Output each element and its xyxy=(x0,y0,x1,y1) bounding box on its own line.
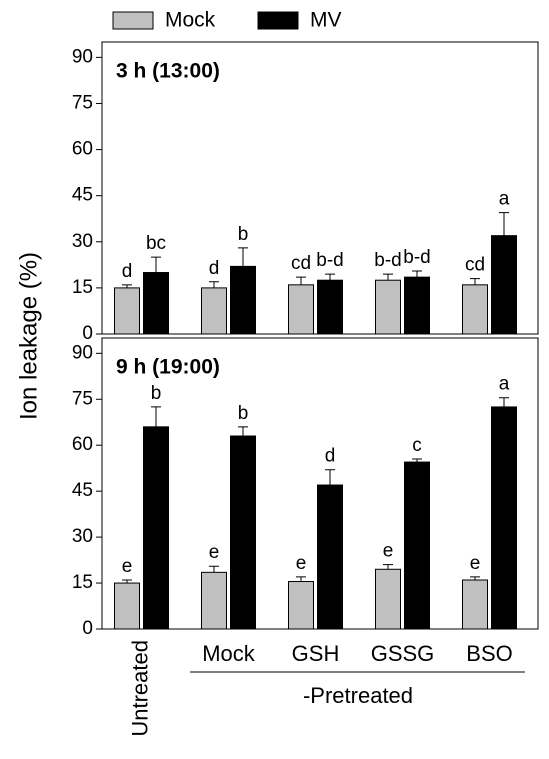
error-bar xyxy=(209,565,219,573)
x-tick-label: Untreated xyxy=(127,640,152,737)
bar xyxy=(317,484,343,630)
error-bar xyxy=(412,458,422,463)
y-tick-label: 15 xyxy=(72,277,93,298)
error-bar xyxy=(122,579,132,584)
bar xyxy=(143,272,169,335)
panel-title: 3 h (13:00) xyxy=(116,60,220,83)
significance-letter: b-d xyxy=(316,250,343,271)
y-tick-label: 60 xyxy=(72,139,93,160)
y-tick-label: 75 xyxy=(72,92,93,113)
x-tick-label: Mock xyxy=(202,641,256,666)
y-axis-label: Ion leakage (%) xyxy=(15,252,42,420)
y-tick-label: 15 xyxy=(72,572,93,593)
bar xyxy=(143,426,169,630)
error-bar xyxy=(383,273,393,281)
error-bar xyxy=(296,276,306,285)
bar xyxy=(201,571,227,630)
y-tick-label: 45 xyxy=(72,185,93,206)
bar xyxy=(114,287,140,335)
significance-letter: a xyxy=(499,374,510,395)
error-bar xyxy=(499,212,509,236)
significance-letter: a xyxy=(499,189,510,210)
legend-label: Mock xyxy=(165,9,216,32)
significance-letter: b xyxy=(151,383,162,404)
significance-letter: d xyxy=(209,258,220,279)
significance-letter: e xyxy=(122,556,133,577)
significance-letter: b xyxy=(238,403,249,424)
significance-letter: cd xyxy=(291,253,311,274)
bar xyxy=(317,279,343,335)
error-bar xyxy=(238,426,248,437)
significance-letter: b-d xyxy=(374,250,401,271)
error-bar xyxy=(470,278,480,285)
y-tick-label: 90 xyxy=(72,46,93,67)
bar xyxy=(375,568,401,630)
error-bar xyxy=(209,281,219,288)
bar xyxy=(462,579,488,630)
x-tick-label: GSH xyxy=(292,641,340,666)
bar xyxy=(201,287,227,335)
x-tick-label: BSO xyxy=(466,641,512,666)
y-tick-label: 0 xyxy=(82,323,93,344)
bar xyxy=(462,284,488,335)
y-tick-label: 60 xyxy=(72,434,93,455)
bar xyxy=(375,279,401,335)
significance-letter: e xyxy=(383,541,394,562)
error-bar xyxy=(383,564,393,570)
legend-label: MV xyxy=(310,9,342,32)
error-bar xyxy=(151,256,161,273)
significance-letter: b-d xyxy=(403,247,430,268)
significance-letter: d xyxy=(122,261,133,282)
error-bar xyxy=(238,247,248,267)
y-tick-label: 75 xyxy=(72,388,93,409)
y-tick-label: 45 xyxy=(72,480,93,501)
error-bar xyxy=(151,406,161,427)
significance-letter: b xyxy=(238,224,249,245)
bar xyxy=(404,276,430,335)
y-tick-label: 90 xyxy=(72,342,93,363)
bar xyxy=(491,406,517,630)
bar xyxy=(114,582,140,630)
significance-letter: cd xyxy=(465,255,485,276)
bar xyxy=(230,265,256,335)
y-tick-label: 30 xyxy=(72,526,93,547)
significance-letter: e xyxy=(209,542,220,563)
error-bar xyxy=(325,273,335,281)
error-bar xyxy=(325,469,335,486)
bar xyxy=(491,235,517,335)
panel-title: 9 h (19:00) xyxy=(116,356,220,379)
legend-swatch xyxy=(257,11,299,30)
bar xyxy=(230,435,256,630)
bar xyxy=(288,284,314,335)
x-tick-label: GSSG xyxy=(371,641,435,666)
significance-letter: e xyxy=(296,553,307,574)
bar xyxy=(288,581,314,630)
y-tick-label: 0 xyxy=(82,618,93,639)
error-bar xyxy=(122,284,132,288)
significance-letter: bc xyxy=(146,233,166,254)
y-tick-label: 30 xyxy=(72,231,93,252)
error-bar xyxy=(412,270,422,278)
error-bar xyxy=(470,576,480,580)
legend-swatch xyxy=(112,11,154,30)
error-bar xyxy=(296,576,306,582)
significance-letter: d xyxy=(325,446,336,467)
group-label: -Pretreated xyxy=(303,683,413,708)
bar xyxy=(404,461,430,630)
error-bar xyxy=(499,397,509,407)
significance-letter: c xyxy=(412,435,422,456)
significance-letter: e xyxy=(470,553,481,574)
